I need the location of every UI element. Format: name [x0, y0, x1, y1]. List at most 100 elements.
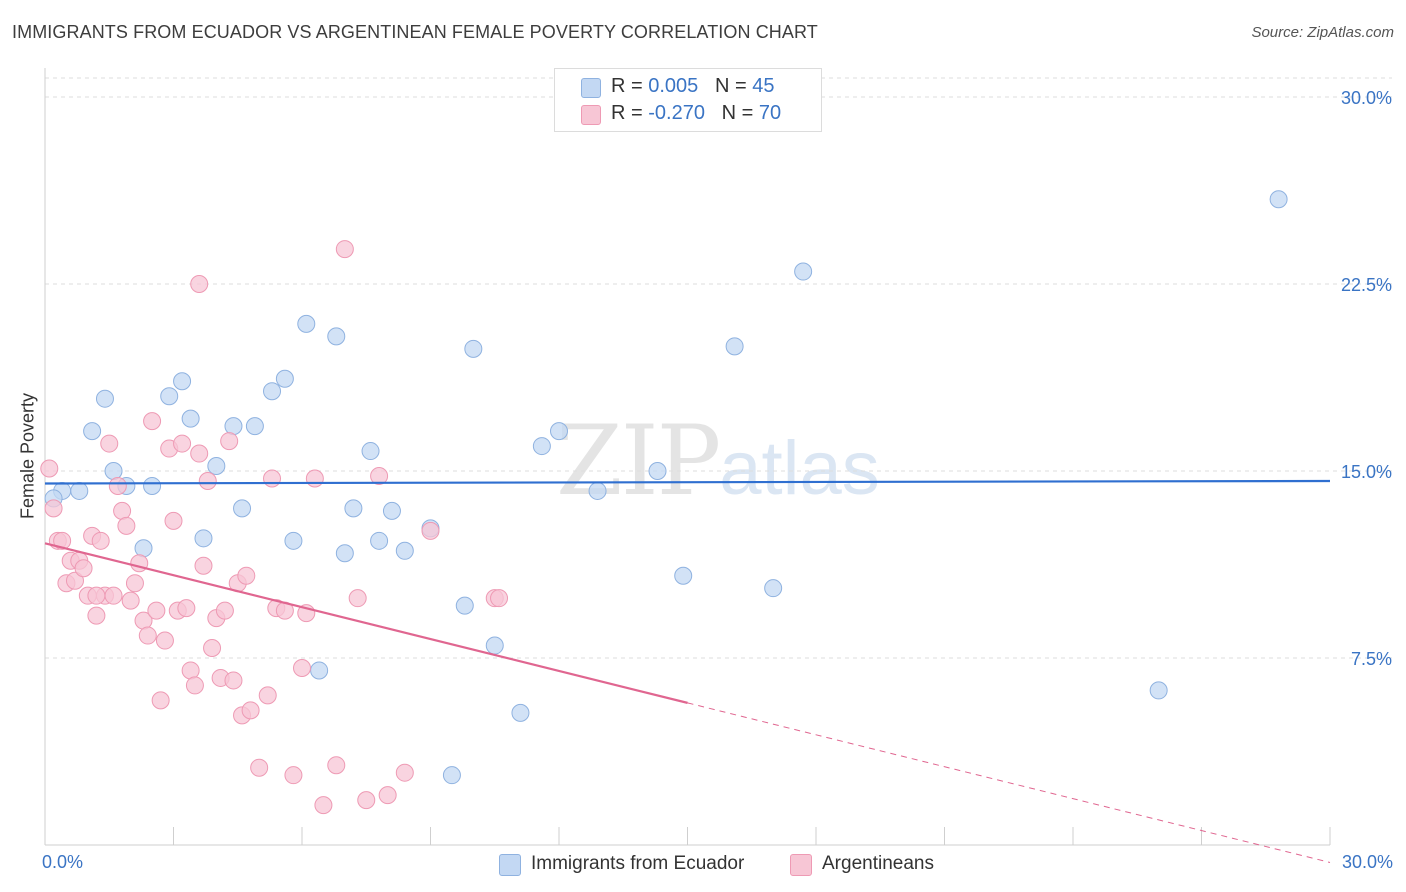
- argentinean-point: [104, 586, 123, 605]
- r-value: 0.005: [648, 75, 699, 97]
- r-label: R =: [611, 75, 649, 97]
- argentinean-point: [155, 631, 174, 650]
- y-tick-label: 7.5%: [1351, 649, 1392, 669]
- ecuador-swatch: [581, 78, 601, 98]
- argentinean-trend-line: [44, 542, 688, 704]
- ecuador-point: [194, 529, 213, 548]
- argentinean-point: [203, 639, 222, 658]
- ecuador-point: [764, 579, 783, 598]
- argentinean-point: [181, 661, 200, 680]
- y-tick-label: 15.0%: [1341, 462, 1392, 482]
- ecuador-point: [297, 314, 316, 333]
- argentinean-point: [335, 240, 354, 259]
- ecuador-point: [327, 327, 346, 346]
- legend-swatch-argentineans: [790, 854, 812, 876]
- argentinean-point: [357, 791, 376, 810]
- ecuador-point: [485, 636, 504, 655]
- ecuador-point: [442, 766, 461, 785]
- argentinean-point: [74, 559, 93, 578]
- legend-label-ecuador: Immigrants from Ecuador: [531, 853, 745, 874]
- ecuador-point: [361, 442, 380, 461]
- argentinean-point: [348, 589, 367, 608]
- legend-swatch-ecuador: [499, 854, 521, 876]
- argentinean-point: [395, 763, 414, 782]
- argentinean-point: [143, 412, 162, 431]
- argentinean-trend-extension: [687, 702, 1331, 863]
- ecuador-point: [224, 417, 243, 436]
- argentinean-point: [305, 469, 324, 488]
- y-axis-label: Female Poverty: [17, 392, 38, 520]
- argentinean-point: [258, 686, 277, 705]
- ecuador-point: [382, 501, 401, 520]
- argentineans-swatch: [581, 105, 601, 125]
- ecuador-point: [207, 457, 226, 476]
- ecuador-point: [310, 661, 329, 680]
- argentinean-point: [147, 601, 166, 620]
- chart-title: IMMIGRANTS FROM ECUADOR VS ARGENTINEAN F…: [12, 22, 818, 42]
- argentinean-point: [220, 432, 239, 451]
- argentinean-point: [53, 531, 72, 550]
- argentinean-point: [173, 434, 192, 453]
- watermark-zip: ZIP: [556, 405, 721, 517]
- ecuador-point: [95, 389, 114, 408]
- ecuador-point: [464, 339, 483, 358]
- argentinean-point: [138, 626, 157, 645]
- ecuador-point: [275, 369, 294, 388]
- argentinean-point: [284, 766, 303, 785]
- argentinean-point: [100, 434, 119, 453]
- argentinean-point: [185, 676, 204, 695]
- ecuador-point: [344, 499, 363, 518]
- ecuador-point: [648, 462, 667, 480]
- argentinean-point: [378, 786, 397, 805]
- r-label: R =: [611, 102, 649, 124]
- ecuador-point: [83, 422, 102, 441]
- argentinean-point: [190, 275, 209, 293]
- ecuador-point: [1269, 190, 1288, 209]
- ecuador-point: [284, 531, 303, 550]
- argentinean-point: [91, 531, 110, 550]
- ecuador-point: [511, 703, 530, 722]
- n-label: N =: [721, 102, 759, 124]
- ecuador-trend-line: [44, 479, 1331, 485]
- argentinean-point: [370, 466, 389, 485]
- ecuador-point: [395, 541, 414, 560]
- argentinean-point: [121, 591, 140, 610]
- ecuador-point: [104, 462, 123, 480]
- argentinean-point: [87, 606, 106, 625]
- argentinean-point: [40, 459, 59, 478]
- ecuador-point: [455, 596, 474, 615]
- watermark: ZIPatlas: [556, 405, 880, 517]
- ecuador-point: [134, 539, 153, 558]
- ecuador-point: [181, 409, 200, 428]
- argentinean-point: [44, 499, 63, 518]
- ecuador-point: [550, 422, 568, 441]
- argentinean-point: [190, 444, 209, 463]
- argentinean-point: [108, 476, 127, 495]
- argentinean-point: [490, 589, 509, 608]
- ecuador-point: [143, 476, 162, 495]
- watermark-atlas: atlas: [719, 426, 880, 511]
- ecuador-point: [725, 337, 744, 356]
- argentinean-point: [164, 511, 183, 530]
- argentinean-point: [237, 566, 256, 585]
- argentinean-point: [198, 471, 217, 490]
- argentinean-point: [263, 469, 282, 488]
- ecuador-point: [160, 387, 179, 406]
- n-value: 70: [758, 102, 782, 124]
- stats-legend: R = 0.005 N = 45 R = -0.270 N = 70: [554, 68, 822, 132]
- legend-label-argentineans: Argentineans: [822, 853, 934, 874]
- ecuador-point: [245, 417, 264, 436]
- argentinean-point: [293, 658, 311, 677]
- source-credit: Source: ZipAtlas.com: [1251, 24, 1394, 41]
- argentinean-point: [87, 586, 106, 605]
- argentinean-point: [314, 796, 333, 815]
- argentinean-point: [241, 701, 260, 720]
- argentinean-point: [250, 758, 269, 777]
- argentinean-point: [327, 756, 346, 775]
- ecuador-point: [588, 481, 607, 500]
- ecuador-point: [173, 372, 192, 391]
- argentinean-point: [65, 571, 84, 590]
- argentinean-point: [117, 516, 136, 535]
- x-tick-label-max: 30.0%: [1341, 852, 1393, 872]
- ecuador-point: [532, 437, 551, 456]
